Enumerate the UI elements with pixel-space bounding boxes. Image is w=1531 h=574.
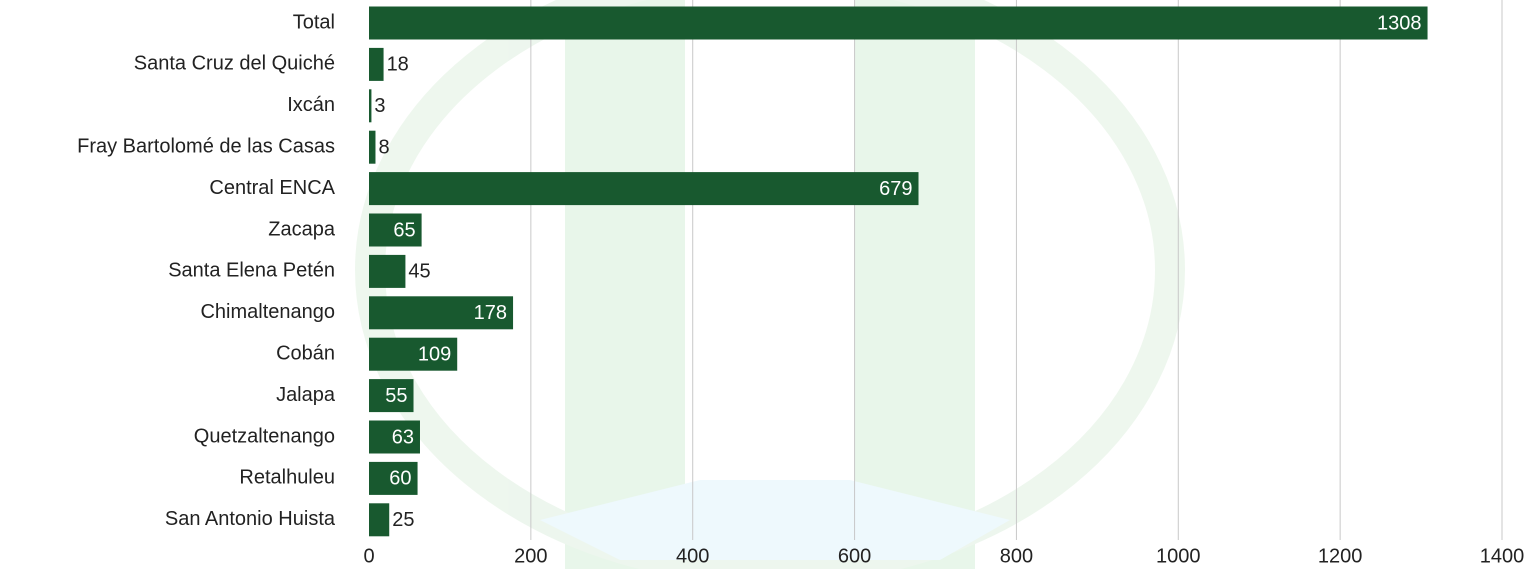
y-tick-label: Santa Elena Petén — [168, 260, 335, 282]
y-tick-label: Fray Bartolomé de las Casas — [77, 135, 335, 157]
y-tick-label: Santa Cruz del Quiché — [134, 53, 335, 75]
x-tick-label: 400 — [676, 545, 709, 567]
y-tick-label: San Antonio Huista — [165, 508, 336, 530]
y-tick-label: Jalapa — [276, 384, 336, 406]
background-watermark — [370, 0, 1170, 569]
value-label: 25 — [392, 509, 414, 531]
bar — [369, 503, 389, 536]
x-tick-label: 600 — [838, 545, 871, 567]
value-label: 679 — [879, 178, 912, 200]
x-tick-label: 1400 — [1480, 545, 1525, 567]
value-label: 18 — [387, 54, 409, 76]
x-tick-label: 200 — [514, 545, 547, 567]
bar — [369, 172, 919, 205]
value-label: 55 — [385, 385, 407, 407]
bar — [369, 7, 1428, 40]
bar — [369, 131, 375, 164]
x-tick-label: 0 — [363, 545, 374, 567]
x-tick-label: 1000 — [1156, 545, 1201, 567]
y-tick-label: Central ENCA — [209, 177, 335, 199]
y-tick-label: Cobán — [276, 342, 335, 364]
value-label: 8 — [378, 136, 389, 158]
bar — [369, 48, 384, 81]
x-tick-label: 800 — [1000, 545, 1033, 567]
value-label: 178 — [474, 302, 507, 324]
y-tick-label: Chimaltenango — [200, 301, 335, 323]
watermark-band — [565, 0, 685, 569]
bar — [369, 255, 405, 288]
value-label: 1308 — [1377, 12, 1422, 34]
y-tick-label: Quetzaltenango — [194, 425, 335, 447]
y-tick-label: Zacapa — [268, 218, 336, 240]
value-label: 45 — [408, 261, 430, 283]
value-label: 109 — [418, 343, 451, 365]
watermark-band — [855, 0, 975, 569]
y-tick-label: Retalhuleu — [239, 467, 335, 489]
value-label: 65 — [393, 219, 415, 241]
value-label: 60 — [389, 468, 411, 490]
y-tick-label: Ixcán — [287, 94, 335, 116]
page: {"chart_data": {"type": "bar", "orientat… — [0, 0, 1531, 569]
x-tick-label: 1200 — [1318, 545, 1363, 567]
value-label: 3 — [374, 95, 385, 117]
y-tick-label: Total — [293, 11, 335, 33]
value-label: 63 — [392, 426, 414, 448]
bar — [369, 89, 371, 122]
chart: 0 200 400 600 800 1000 1200 1400 Total 1308 Santa … — [0, 0, 1531, 569]
